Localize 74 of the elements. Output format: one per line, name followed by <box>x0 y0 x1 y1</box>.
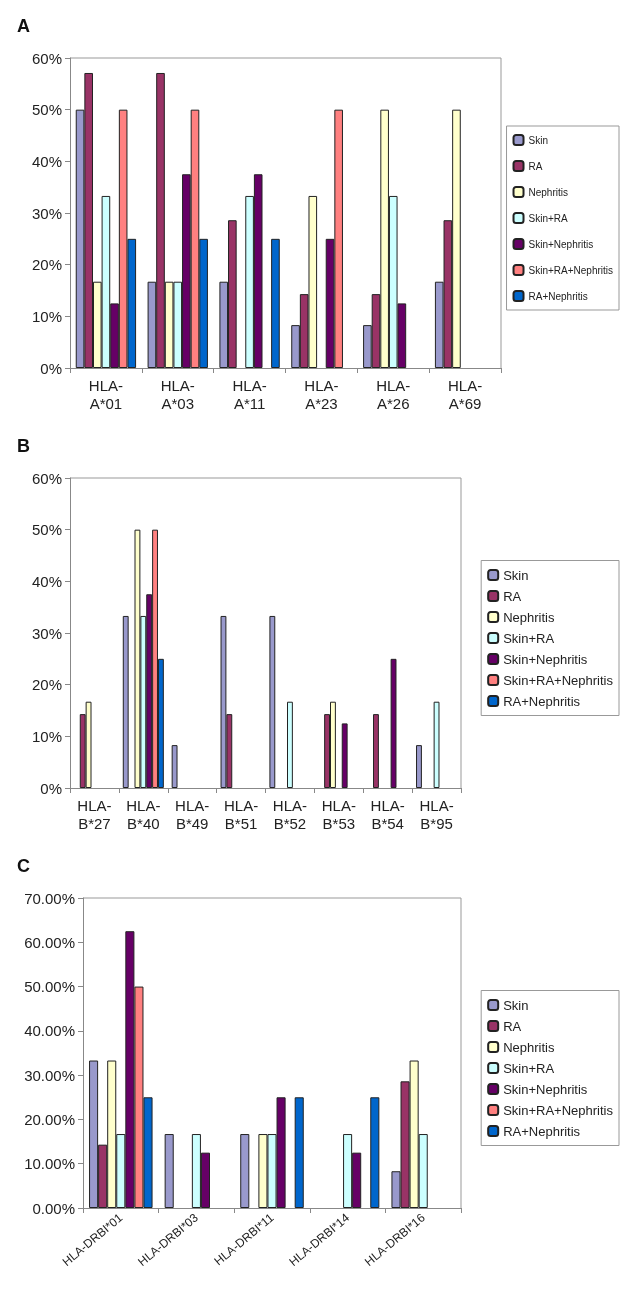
x-tick-label: HLA-B*27 <box>77 796 112 832</box>
legend-label: Skin+RA <box>503 1060 555 1076</box>
bar <box>390 658 397 788</box>
legend-label: RA+Nephritis <box>503 1123 581 1139</box>
legend-label: Skin+Nephritis <box>503 651 588 667</box>
legend-label: Skin+RA+Nephritis <box>503 1102 614 1118</box>
bar <box>164 1134 174 1208</box>
y-tick-label: 20% <box>31 676 62 694</box>
x-tick-label: HLA-B*54 <box>370 796 405 832</box>
y-tick-label: 30.00% <box>24 1066 75 1084</box>
y-tick-label: 10.00% <box>24 1155 75 1173</box>
y-tick-label: 40.00% <box>24 1022 75 1040</box>
x-tick-label: HLA-A*01 <box>88 376 124 412</box>
legend-label: RA <box>528 160 543 172</box>
x-tick-label: HLA-A*03 <box>160 376 195 412</box>
x-tick-label: HLA-B*53 <box>321 796 356 832</box>
bar <box>373 714 379 788</box>
y-tick-label: 0% <box>40 359 62 377</box>
x-tick-label: HLA-B*95 <box>419 796 454 832</box>
y-tick-label: 30% <box>31 204 62 222</box>
bar <box>287 701 293 788</box>
y-tick-label: 20.00% <box>24 1110 75 1128</box>
y-tick-label: 30% <box>31 624 62 642</box>
legend-label: Skin <box>503 997 529 1013</box>
chart-title: A <box>17 16 30 36</box>
chart-title: C <box>17 856 30 876</box>
y-tick-label: 0% <box>40 779 62 797</box>
legend-label: Skin+RA+Nephritis <box>503 672 614 688</box>
legend-label: Skin <box>528 134 548 146</box>
y-tick-label: 40% <box>31 572 62 590</box>
chart-title: B <box>17 436 30 456</box>
y-tick-label: 50% <box>31 521 62 539</box>
x-tick-label: HLA-A*69 <box>447 376 483 412</box>
legend-label: Skin+Nephritis <box>528 238 594 250</box>
legend-label: RA <box>503 1018 522 1034</box>
legend-label: Skin+RA <box>503 630 555 646</box>
bar <box>341 723 348 788</box>
x-tick-label: HLA-B*40 <box>126 796 161 832</box>
legend-label: Skin+RA <box>528 212 569 224</box>
bar <box>294 1097 304 1208</box>
y-tick-label: 50% <box>31 101 62 119</box>
y-tick-label: 40% <box>31 152 62 170</box>
y-tick-label: 10% <box>31 307 62 325</box>
y-tick-label: 60.00% <box>24 933 75 951</box>
legend-label: RA <box>503 588 522 604</box>
legend-label: Nephritis <box>503 1039 555 1055</box>
legend-label: RA+Nephritis <box>528 290 588 302</box>
x-tick-label: HLA-B*49 <box>175 796 210 832</box>
y-tick-label: 20% <box>31 256 62 274</box>
y-tick-label: 70.00% <box>24 889 75 907</box>
legend-label: Nephritis <box>503 609 555 625</box>
y-tick-label: 10% <box>31 727 62 745</box>
y-tick-label: 50.00% <box>24 978 75 996</box>
bar <box>433 701 440 788</box>
bar <box>416 745 422 788</box>
bar <box>271 238 280 368</box>
y-tick-label: 60% <box>31 469 62 487</box>
y-tick-label: 0.00% <box>32 1199 75 1217</box>
legend-label: Skin+Nephritis <box>503 1081 588 1097</box>
legend-label: Skin+RA+Nephritis <box>528 264 613 276</box>
bar <box>122 615 129 788</box>
legend-label: Nephritis <box>528 186 568 198</box>
bar <box>370 1097 380 1208</box>
x-tick-label: HLA-A*23 <box>304 376 339 412</box>
x-tick-label: HLA-B*52 <box>272 796 308 832</box>
x-tick-label: HLA-B*51 <box>223 796 259 832</box>
y-tick-label: 60% <box>31 49 62 67</box>
legend-label: Skin <box>503 567 529 583</box>
bar <box>171 745 178 788</box>
bar <box>240 1134 250 1208</box>
x-tick-label: HLA-A*11 <box>232 376 267 412</box>
legend-label: RA+Nephritis <box>503 693 581 709</box>
x-tick-label: HLA-A*26 <box>376 376 411 412</box>
bar <box>269 615 276 788</box>
